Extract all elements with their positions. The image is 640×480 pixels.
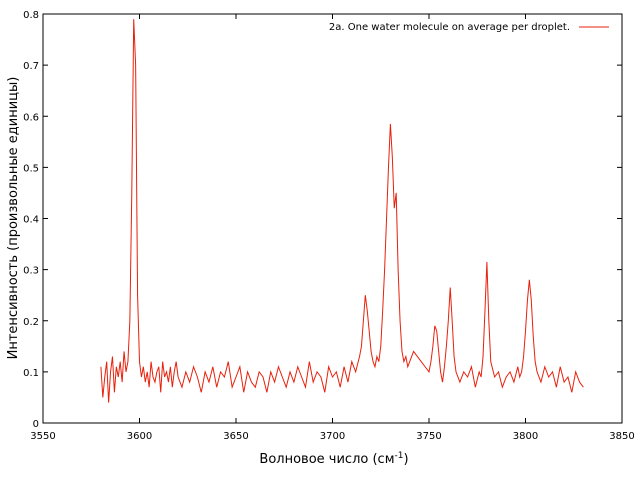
y-tick-labels: 0 0.1 0.2 0.3 0.4 0.5 0.6 0.7 0.8 [23,10,39,430]
x-tick-label: 3600 [127,431,152,442]
y-tick-label: 0.1 [23,368,39,379]
tick-marks [42,13,623,424]
x-tick-label: 3650 [223,431,248,442]
x-tick-label: 3800 [513,431,538,442]
x-axis-label-sup: -1 [395,451,404,461]
x-tick-labels: 3550 3600 3650 3700 3750 3800 3850 [30,431,634,442]
x-axis-label: Волновое число (см-1) [259,451,408,467]
y-tick-label: 0.8 [23,10,39,21]
y-tick-label: 0.3 [23,266,39,277]
y-axis-label: Интенсивность (произвольные единицы) [6,77,21,360]
y-tick-label: 0.5 [23,163,39,174]
y-tick-label: 0.7 [23,61,39,72]
x-tick-label: 3700 [320,431,345,442]
series-line [100,19,584,403]
legend-label: 2a. One water molecule on average per dr… [329,22,570,33]
x-tick-label: 3750 [416,431,441,442]
y-tick-label: 0.4 [23,215,39,226]
y-tick-label: 0 [33,419,39,430]
x-axis-label-close: ) [403,452,408,467]
y-tick-label: 0.6 [23,112,39,123]
x-tick-label: 3550 [30,431,55,442]
y-tick-label: 0.2 [23,317,39,328]
x-tick-label: 3850 [609,431,634,442]
x-axis-label-main: Волновое число (см [259,452,394,467]
